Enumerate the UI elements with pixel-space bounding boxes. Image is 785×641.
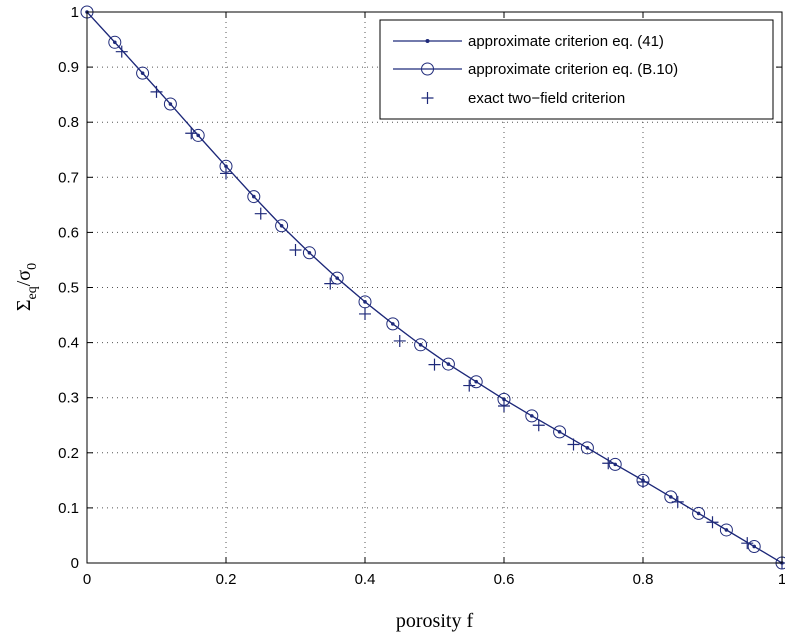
x-tick-label: 0.4 xyxy=(355,571,376,588)
y-tick-label: 1 xyxy=(71,4,79,21)
y-tick-label: 0.1 xyxy=(58,500,79,517)
y-axis-label-sub1: eq xyxy=(25,286,40,299)
x-tick-label: 0 xyxy=(83,571,91,588)
y-tick-label: 0.2 xyxy=(58,445,79,462)
y-tick-label: 0.5 xyxy=(58,280,79,297)
y-tick-label: 0.6 xyxy=(58,224,79,241)
legend-label-eq41: approximate criterion eq. (41) xyxy=(468,33,664,50)
y-axis-label-slash: /σ xyxy=(13,270,35,287)
x-tick-label: 0.6 xyxy=(494,571,515,588)
y-tick-label: 0.7 xyxy=(58,169,79,186)
y-axis-label: Σeq/σ0 xyxy=(13,263,40,311)
y-tick-label: 0.8 xyxy=(58,114,79,131)
y-axis-label-main: Σ xyxy=(13,299,35,311)
y-axis-label-sub2: 0 xyxy=(25,263,40,270)
y-tick-label: 0.3 xyxy=(58,390,79,407)
y-tick-label: 0 xyxy=(71,555,79,572)
x-axis-label: porosity f xyxy=(396,610,474,632)
y-tick-label: 0.4 xyxy=(58,335,79,352)
legend-dot-eq41 xyxy=(426,39,430,43)
x-tick-label: 0.2 xyxy=(216,571,237,588)
x-tick-label: 0.8 xyxy=(633,571,654,588)
legend-label-exact: exact two−field criterion xyxy=(468,90,625,107)
y-tick-label: 0.9 xyxy=(58,59,79,76)
legend: approximate criterion eq. (41) approxima… xyxy=(380,20,773,119)
legend-label-eqB10: approximate criterion eq. (B.10) xyxy=(468,61,678,78)
x-tick-label: 1 xyxy=(778,571,785,588)
